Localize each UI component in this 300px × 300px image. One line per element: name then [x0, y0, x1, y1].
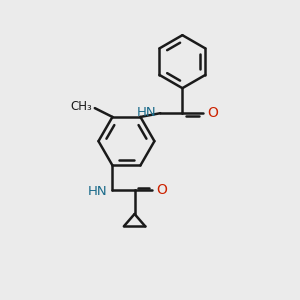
Text: HN: HN: [88, 185, 107, 198]
Text: HN: HN: [137, 106, 157, 119]
Text: CH₃: CH₃: [71, 100, 92, 113]
Text: O: O: [156, 183, 167, 197]
Text: O: O: [207, 106, 218, 120]
